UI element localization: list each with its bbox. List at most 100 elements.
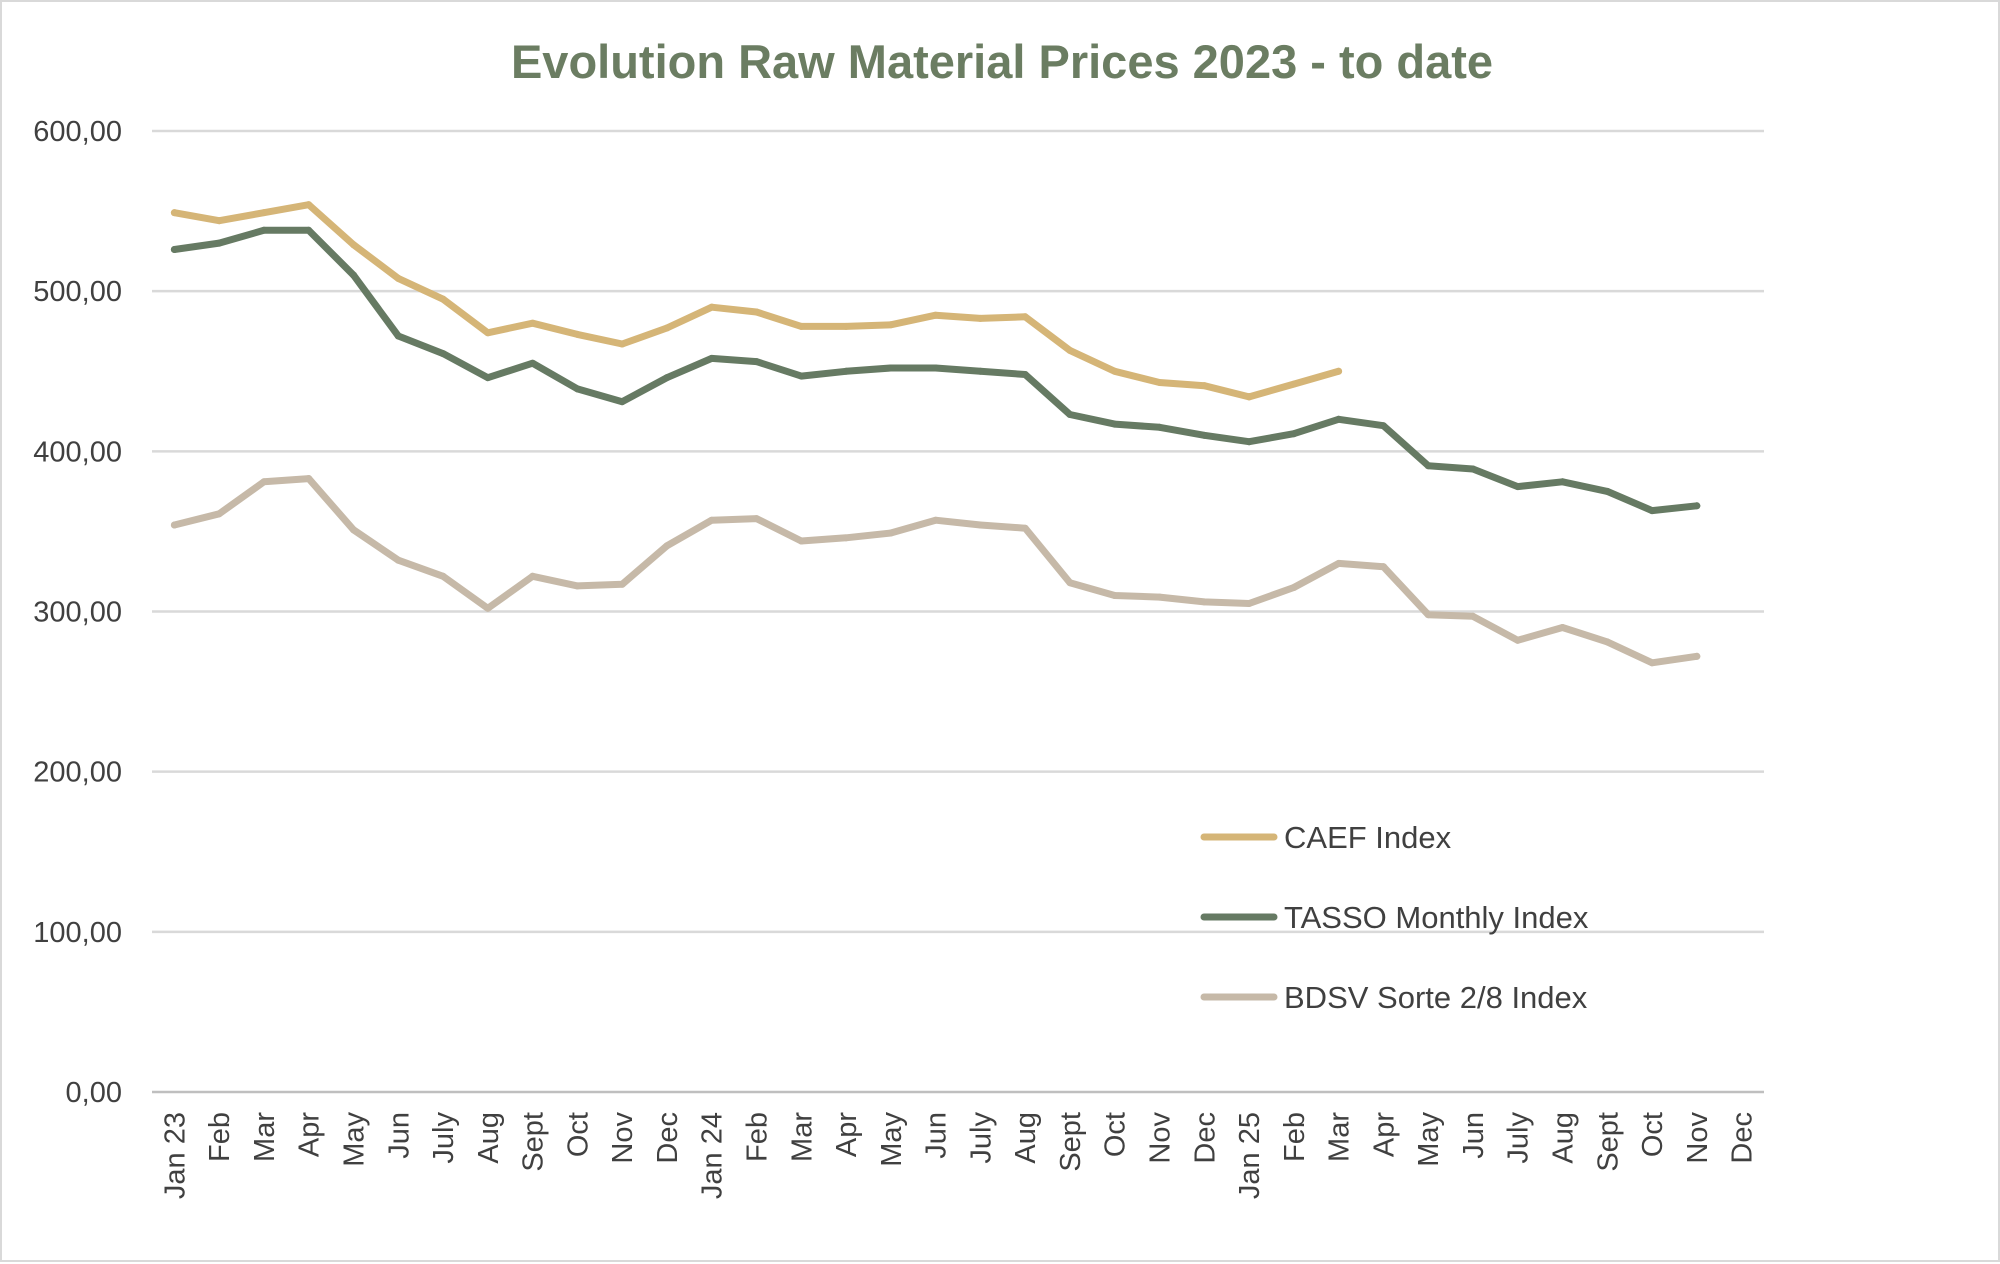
data-point (1648, 659, 1656, 667)
data-point (573, 582, 581, 590)
chart-title: Evolution Raw Material Prices 2023 - to … (511, 35, 1493, 88)
data-point (1245, 393, 1253, 401)
data-point (887, 321, 895, 329)
data-point (1648, 507, 1656, 515)
y-tick-label: 200,00 (33, 757, 122, 789)
x-tick-label: Nov (1145, 1112, 1177, 1164)
data-point (1514, 636, 1522, 644)
data-point (1021, 370, 1029, 378)
x-tick-label: Jan 23 (159, 1112, 191, 1199)
data-point (1066, 579, 1074, 587)
x-tick-label: Sept (1592, 1112, 1624, 1172)
x-tick-label: Jun (1458, 1112, 1490, 1159)
data-point (1200, 598, 1208, 606)
x-tick-label: Apr (294, 1112, 326, 1157)
legend-label: BDSV Sorte 2/8 Index (1284, 980, 1588, 1015)
data-point (394, 274, 402, 282)
series-2 (170, 226, 1701, 515)
legend: CAEF Index TASSO Monthly Index BDSV Sorte … (1200, 820, 1589, 1015)
x-tick-label: Dec (1727, 1112, 1759, 1164)
x-tick-label: Jan 24 (697, 1112, 729, 1199)
x-tick-label: Aug (1010, 1112, 1042, 1164)
x-tick-label: Apr (1368, 1112, 1400, 1157)
data-point (394, 556, 402, 564)
data-point (842, 322, 850, 330)
data-point (1603, 487, 1611, 495)
data-point (1603, 638, 1611, 646)
x-tick-label: May (339, 1112, 371, 1167)
data-point (260, 226, 268, 234)
x-tick-label: Nov (1682, 1112, 1714, 1164)
series-line (170, 475, 1701, 667)
data-point (1514, 483, 1522, 491)
data-point (708, 354, 716, 362)
data-point (260, 209, 268, 217)
data-point (1111, 420, 1119, 428)
data-point (663, 542, 671, 550)
data-point (1424, 462, 1432, 470)
x-tick-label: Jun (383, 1112, 415, 1159)
data-point (842, 367, 850, 375)
x-tick-label: Mar (1324, 1112, 1356, 1162)
data-point (708, 516, 716, 524)
data-point (1200, 382, 1208, 390)
data-point (484, 374, 492, 382)
x-tick-label: Oct (562, 1112, 594, 1157)
data-point (170, 209, 178, 217)
x-tick-label: Nov (607, 1112, 639, 1164)
series-1 (170, 201, 1343, 401)
data-point (797, 372, 805, 380)
x-tick-label: Oct (1637, 1112, 1669, 1157)
data-point (663, 374, 671, 382)
x-tick-label: Sept (1055, 1112, 1087, 1172)
data-point (1021, 524, 1029, 532)
data-point (797, 322, 805, 330)
data-point (932, 516, 940, 524)
data-point (529, 359, 537, 367)
data-point (1290, 583, 1298, 591)
data-point (439, 350, 447, 358)
data-point (797, 537, 805, 545)
data-point (1290, 430, 1298, 438)
data-point (573, 385, 581, 393)
data-point (753, 515, 760, 523)
x-tick-label: Sept (518, 1112, 550, 1172)
legend-label: CAEF Index (1284, 820, 1452, 855)
data-point (1021, 313, 1029, 321)
data-point (618, 398, 626, 406)
data-point (976, 314, 984, 322)
data-point (618, 580, 626, 588)
data-point (663, 324, 671, 332)
y-tick-label: 0,00 (66, 1077, 122, 1109)
data-point (1379, 422, 1387, 430)
data-point (215, 239, 223, 247)
x-tick-label: Dec (652, 1112, 684, 1164)
x-tick-label: Jun (921, 1112, 953, 1159)
data-point (170, 521, 178, 529)
series-lines (170, 201, 1701, 667)
data-point (1335, 367, 1343, 375)
data-point (260, 478, 268, 486)
data-point (1245, 599, 1253, 607)
y-tick-label: 600,00 (33, 116, 122, 148)
data-point (1111, 367, 1119, 375)
data-point (215, 217, 223, 225)
data-point (439, 295, 447, 303)
data-point (394, 332, 402, 340)
x-tick-label: May (1413, 1112, 1445, 1167)
y-tick-label: 100,00 (33, 917, 122, 949)
data-point (305, 226, 313, 234)
x-tick-label: May (876, 1112, 908, 1167)
x-tick-label: July (1503, 1112, 1535, 1164)
data-point (1469, 465, 1477, 473)
data-point (484, 604, 492, 612)
data-point (529, 319, 537, 327)
data-point (305, 201, 313, 209)
x-tick-label: Aug (473, 1112, 505, 1164)
data-point (1111, 591, 1119, 599)
data-point (215, 510, 223, 518)
y-tick-label: 400,00 (33, 436, 122, 468)
data-point (1379, 563, 1387, 571)
data-point (842, 534, 850, 542)
